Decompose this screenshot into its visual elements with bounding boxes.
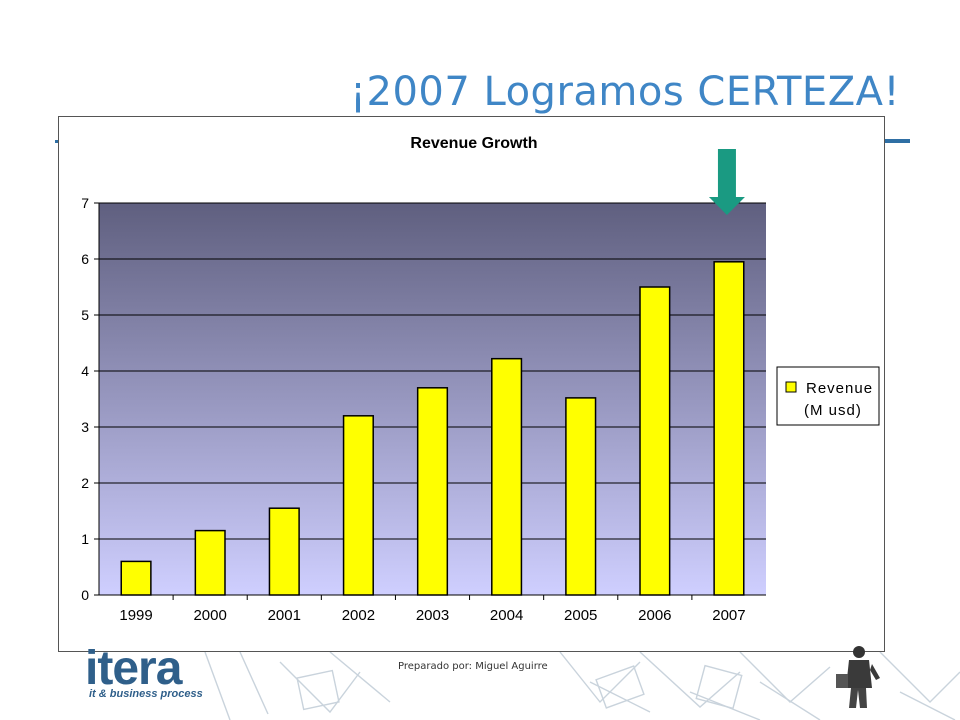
bar-2001: [268, 507, 300, 596]
y-tick-label: 0: [81, 587, 89, 603]
x-tick-label: 2005: [564, 607, 597, 624]
bar-2002: [342, 415, 374, 596]
legend-label-line2: (M usd): [804, 402, 862, 419]
x-tick-label: 2002: [342, 607, 375, 624]
legend-box: [776, 366, 880, 426]
legend-swatch: [785, 381, 797, 393]
y-tick-label: 3: [81, 419, 89, 435]
slide-title: ¡2007 Logramos CERTEZA!: [349, 69, 900, 115]
chart-frame: Revenue Growth 0 1 2 3 4 5 6 7 1999 2000 2001 2002 2…: [58, 116, 885, 652]
x-tick-label: 2004: [490, 607, 523, 624]
logo-wordmark: itera: [85, 642, 182, 695]
bar-2006: [639, 286, 671, 596]
y-tick-label: 5: [81, 307, 89, 323]
y-tick-label: 1: [81, 531, 89, 547]
x-tick-label: 2000: [193, 607, 226, 624]
bar-2005: [565, 397, 597, 596]
x-tick-label: 2006: [638, 607, 671, 624]
footer-author: Preparado por: Miguel Aguirre: [398, 661, 548, 672]
x-tick-label: 2001: [268, 607, 301, 624]
bar-2004: [491, 357, 523, 596]
x-tick-label: 2007: [712, 607, 745, 624]
title-underline-right: [884, 139, 910, 143]
legend-label-line1: Revenue: [806, 380, 873, 397]
bar-2003: [416, 387, 449, 596]
itera-logo: itera it & business process: [85, 644, 225, 704]
down-arrow-icon: [708, 149, 745, 215]
bar-2007: [713, 261, 745, 596]
x-tick-label: 2003: [416, 607, 449, 624]
y-tick-label: 6: [81, 251, 89, 267]
logo-tagline: it & business process: [89, 688, 203, 700]
x-tick-label: 1999: [119, 607, 152, 624]
y-tick-label: 7: [81, 195, 89, 211]
y-tick-label: 4: [81, 363, 89, 379]
bar-2000: [194, 529, 226, 596]
bar-1999: [120, 560, 152, 596]
chart-title: Revenue Growth: [410, 135, 537, 152]
businessman-figure-icon: [836, 646, 880, 708]
revenue-chart: Revenue Growth 0 1 2 3 4 5 6 7 1999 2000 2001 2002 2…: [81, 135, 880, 624]
decorative-sketch: [204, 652, 960, 720]
y-tick-label: 2: [81, 475, 89, 491]
